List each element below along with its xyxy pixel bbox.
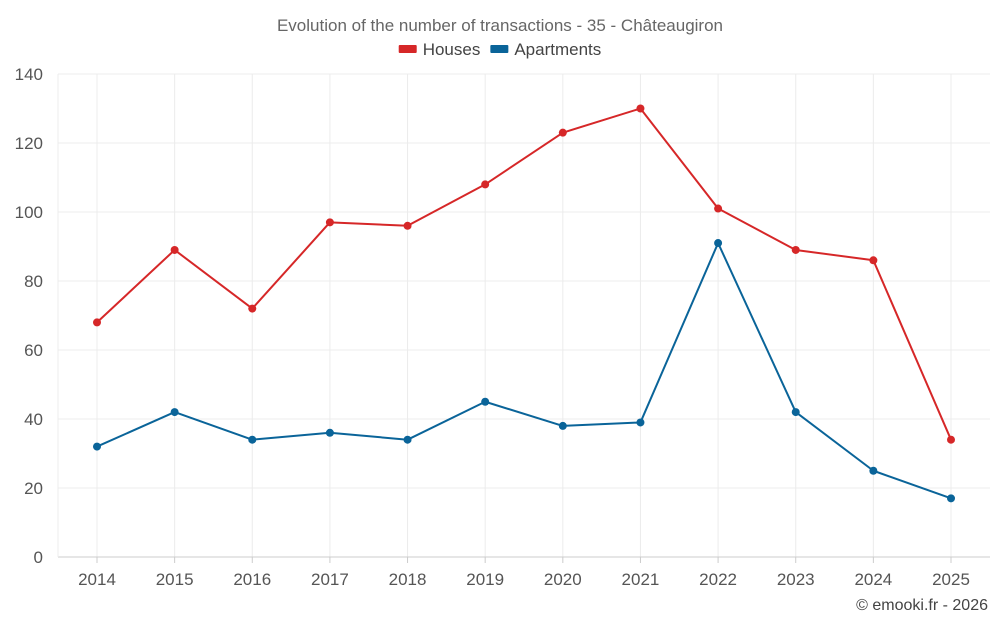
chart-series: [93, 104, 955, 503]
apartments-line: [96, 242, 952, 500]
houses-point[interactable]: [170, 245, 179, 254]
houses-point[interactable]: [248, 304, 257, 313]
apartments-point[interactable]: [93, 442, 101, 451]
chart-axes: 0 20 40 60 80 100 120 140 2014 2015 2016 2017 2018 20…: [15, 65, 990, 589]
x-tick-label: 2017: [311, 570, 349, 589]
apartments-point[interactable]: [714, 239, 723, 248]
apartments-point[interactable]: [403, 435, 412, 444]
y-tick-label: 0: [34, 548, 43, 567]
apartments-point[interactable]: [248, 435, 257, 444]
houses-point[interactable]: [636, 104, 645, 113]
y-tick-label: 60: [24, 341, 43, 360]
legend-item-houses[interactable]: Houses: [398, 40, 481, 59]
houses-point[interactable]: [791, 245, 800, 254]
legend-item-apartments[interactable]: Apartments: [490, 40, 601, 59]
houses-point[interactable]: [558, 128, 567, 137]
x-tick-label: 2023: [777, 570, 815, 589]
houses-point[interactable]: [325, 218, 334, 227]
x-tick-label: 2015: [156, 570, 194, 589]
legend-swatch: [490, 45, 509, 53]
houses-point[interactable]: [481, 180, 490, 189]
apartments-point[interactable]: [170, 408, 179, 417]
legend-label: Apartments: [514, 40, 601, 59]
x-tick-label: 2025: [932, 570, 970, 589]
apartments-point[interactable]: [325, 428, 334, 437]
apartments-point[interactable]: [869, 466, 878, 475]
apartments-point[interactable]: [791, 408, 800, 417]
x-tick-label: 2014: [78, 570, 116, 589]
x-tick-label: 2016: [233, 570, 271, 589]
x-tick-label: 2018: [389, 570, 427, 589]
chart-title: Evolution of the number of transactions …: [277, 16, 723, 35]
houses-point[interactable]: [869, 256, 878, 265]
chart-legend: Houses Apartments: [398, 40, 601, 59]
chart-grid: [58, 73, 990, 557]
y-tick-label: 120: [15, 134, 43, 153]
y-tick-label: 140: [15, 65, 43, 84]
y-tick-label: 20: [24, 479, 43, 498]
houses-point[interactable]: [93, 318, 101, 327]
legend-swatch: [398, 45, 417, 53]
apartments-point[interactable]: [947, 494, 955, 503]
y-tick-label: 100: [15, 203, 43, 222]
houses-point[interactable]: [403, 221, 412, 230]
apartments-point[interactable]: [636, 418, 645, 427]
y-tick-label: 80: [24, 272, 43, 291]
series-houses: [93, 104, 955, 444]
apartments-point[interactable]: [481, 397, 490, 406]
y-tick-label: 40: [24, 410, 43, 429]
x-tick-label: 2022: [699, 570, 737, 589]
x-tick-label: 2021: [622, 570, 660, 589]
x-tick-label: 2019: [466, 570, 504, 589]
series-apartments: [93, 239, 955, 503]
x-tick-label: 2020: [544, 570, 582, 589]
x-tick-label: 2024: [854, 570, 892, 589]
houses-line: [96, 107, 952, 441]
credit-text: © emooki.fr - 2026: [856, 597, 988, 614]
legend-label: Houses: [423, 40, 481, 59]
apartments-point[interactable]: [558, 421, 567, 430]
houses-point[interactable]: [714, 204, 723, 213]
houses-point[interactable]: [947, 435, 955, 444]
